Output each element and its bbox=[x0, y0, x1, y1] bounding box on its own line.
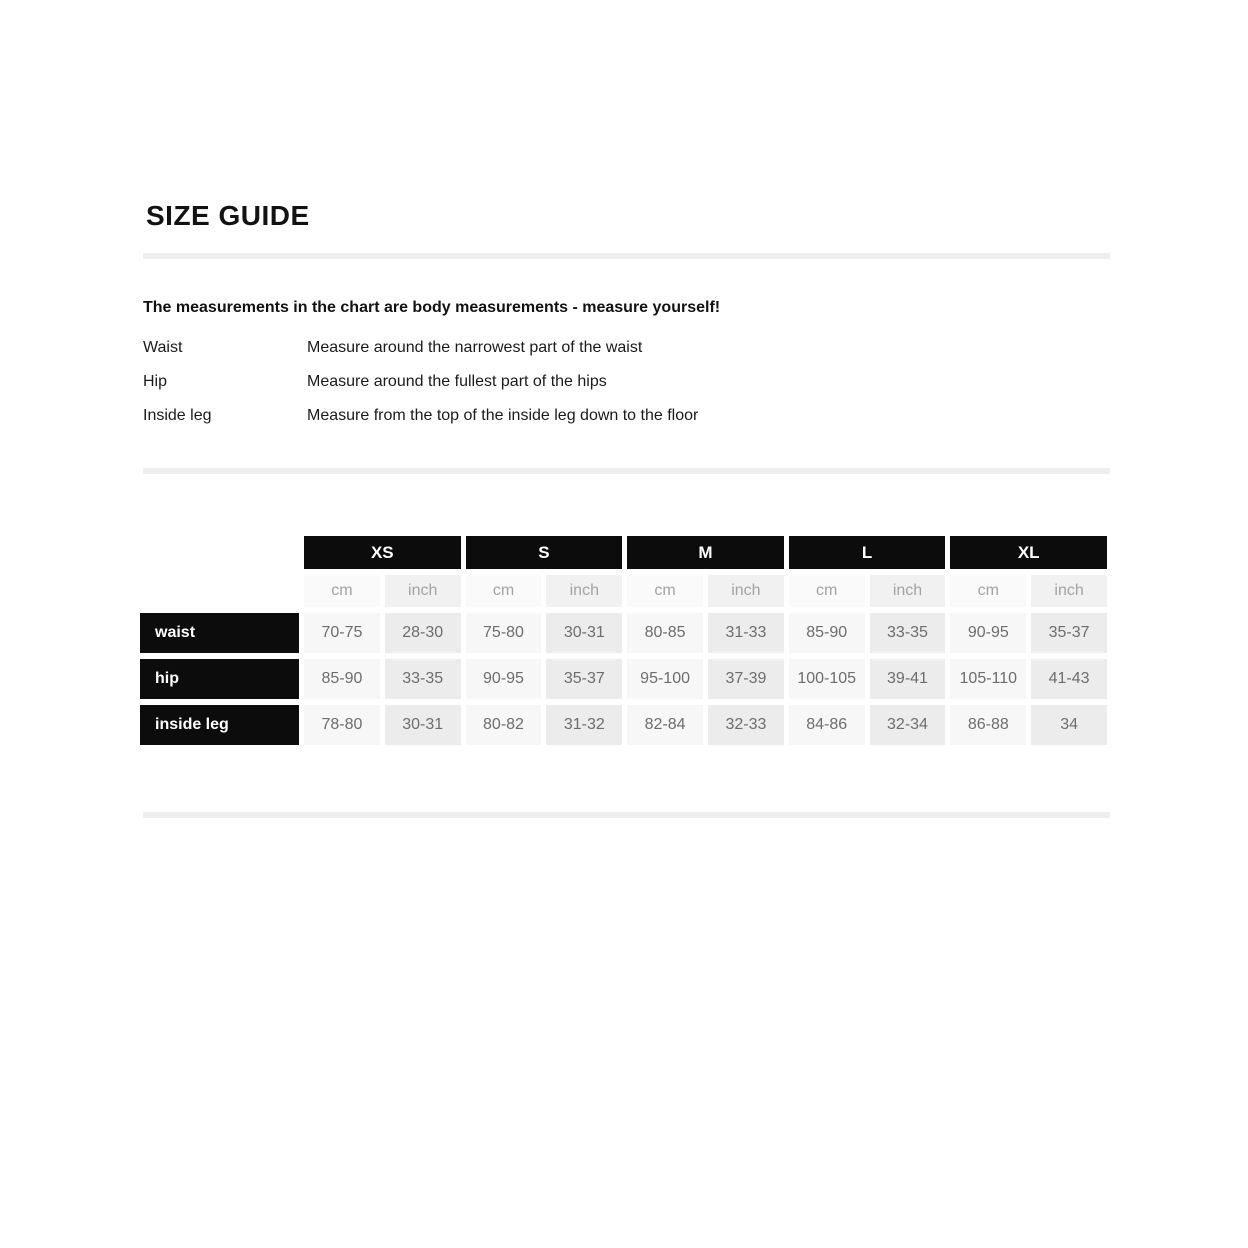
hip-s-inch: 35-37 bbox=[546, 659, 623, 699]
size-table: XS S M L XL cm inch cm inch cm inch cm i… bbox=[140, 536, 1107, 745]
table-corner-blank bbox=[140, 575, 299, 607]
unit-header-inch: inch bbox=[546, 575, 623, 607]
inside-leg-l-cm: 84-86 bbox=[788, 705, 865, 745]
waist-l-inch: 33-35 bbox=[869, 613, 946, 653]
unit-header-inch: inch bbox=[869, 575, 946, 607]
inside-leg-xs-cm: 78-80 bbox=[304, 705, 380, 745]
unit-header-cm: cm bbox=[304, 575, 380, 607]
intro-heading: The measurements in the chart are body m… bbox=[143, 299, 721, 316]
inside-leg-l-inch: 32-34 bbox=[869, 705, 946, 745]
size-header-s: S bbox=[465, 536, 623, 569]
waist-m-inch: 31-33 bbox=[708, 613, 784, 653]
unit-header-inch: inch bbox=[1031, 575, 1107, 607]
section-divider-middle bbox=[143, 468, 1110, 474]
inside-leg-m-inch: 32-33 bbox=[708, 705, 784, 745]
unit-header-inch: inch bbox=[708, 575, 784, 607]
section-divider-top bbox=[143, 253, 1110, 259]
page-title: SIZE GUIDE bbox=[146, 200, 310, 231]
waist-m-cm: 80-85 bbox=[627, 613, 703, 653]
measurement-definitions: Waist Measure around the narrowest part … bbox=[143, 338, 698, 426]
waist-xs-inch: 28-30 bbox=[384, 613, 461, 653]
waist-xl-inch: 35-37 bbox=[1031, 613, 1107, 653]
definition-term-inside-leg: Inside leg bbox=[143, 407, 212, 424]
waist-l-cm: 85-90 bbox=[788, 613, 865, 653]
size-header-m: M bbox=[627, 536, 784, 569]
hip-xs-cm: 85-90 bbox=[304, 659, 380, 699]
hip-xl-inch: 41-43 bbox=[1031, 659, 1107, 699]
inside-leg-s-inch: 31-32 bbox=[546, 705, 623, 745]
unit-header-cm: cm bbox=[465, 575, 542, 607]
section-divider-bottom bbox=[143, 812, 1110, 818]
waist-s-inch: 30-31 bbox=[546, 613, 623, 653]
hip-m-cm: 95-100 bbox=[627, 659, 703, 699]
inside-leg-xl-inch: 34 bbox=[1031, 705, 1107, 745]
row-label-inside-leg: inside leg bbox=[140, 705, 299, 745]
inside-leg-s-cm: 80-82 bbox=[465, 705, 542, 745]
hip-l-cm: 100-105 bbox=[788, 659, 865, 699]
waist-xl-cm: 90-95 bbox=[950, 613, 1027, 653]
unit-header-cm: cm bbox=[950, 575, 1027, 607]
hip-m-inch: 37-39 bbox=[708, 659, 784, 699]
size-header-xl: XL bbox=[950, 536, 1107, 569]
waist-xs-cm: 70-75 bbox=[304, 613, 380, 653]
hip-s-cm: 90-95 bbox=[465, 659, 542, 699]
table-corner-blank bbox=[140, 536, 299, 569]
definition-term-hip: Hip bbox=[143, 373, 168, 390]
size-header-l: L bbox=[788, 536, 946, 569]
inside-leg-m-cm: 82-84 bbox=[627, 705, 703, 745]
row-label-waist: waist bbox=[140, 613, 299, 653]
inside-leg-xl-cm: 86-88 bbox=[950, 705, 1027, 745]
definition-desc-inside-leg: Measure from the top of the inside leg d… bbox=[307, 407, 699, 424]
row-label-hip: hip bbox=[140, 659, 299, 699]
waist-s-cm: 75-80 bbox=[465, 613, 542, 653]
definition-desc-hip: Measure around the fullest part of the h… bbox=[307, 373, 607, 390]
inside-leg-xs-inch: 30-31 bbox=[384, 705, 461, 745]
hip-xs-inch: 33-35 bbox=[384, 659, 461, 699]
hip-l-inch: 39-41 bbox=[869, 659, 946, 699]
size-header-xs: XS bbox=[304, 536, 461, 569]
definition-term-waist: Waist bbox=[143, 339, 183, 356]
hip-xl-cm: 105-110 bbox=[950, 659, 1027, 699]
unit-header-cm: cm bbox=[627, 575, 703, 607]
definition-desc-waist: Measure around the narrowest part of the… bbox=[307, 339, 643, 356]
unit-header-cm: cm bbox=[788, 575, 865, 607]
unit-header-inch: inch bbox=[384, 575, 461, 607]
